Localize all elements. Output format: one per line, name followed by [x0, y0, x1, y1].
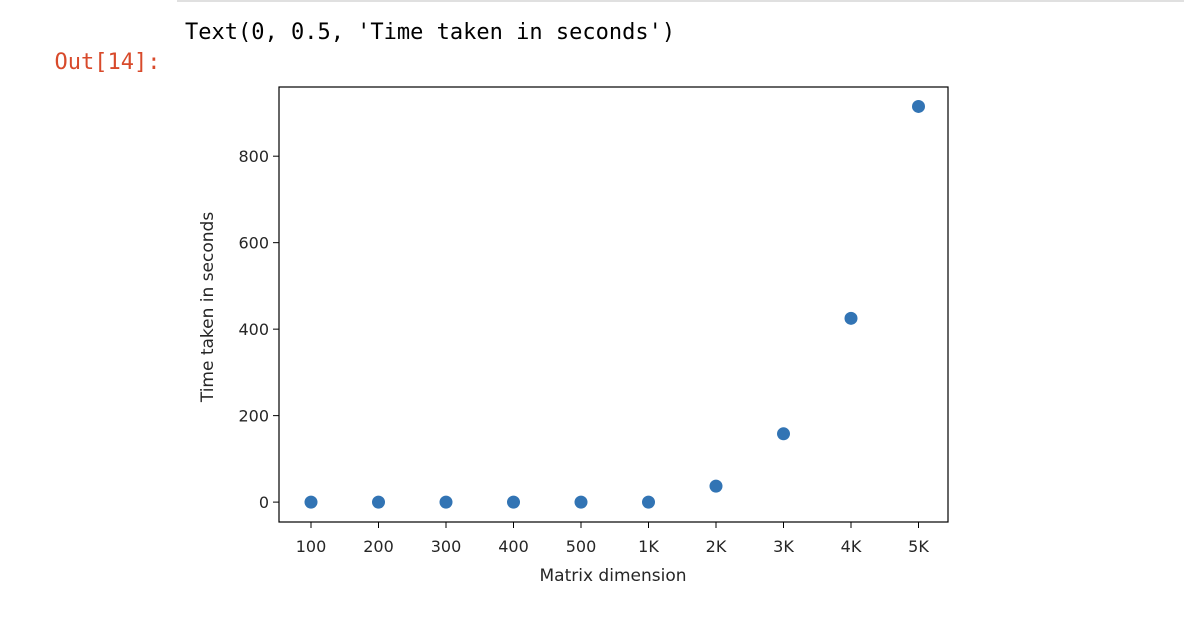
- x-tick-label: 5K: [908, 537, 929, 556]
- x-tick-label: 100: [296, 537, 327, 556]
- data-point: [304, 495, 318, 509]
- x-axis: 100 200 300 400 500 1K 2K 3K 4K 5K: [296, 522, 929, 556]
- x-tick-label: 4K: [841, 537, 862, 556]
- x-tick-label: 300: [431, 537, 462, 556]
- output-text: Text(0, 0.5, 'Time taken in seconds'): [185, 20, 676, 45]
- y-tick-label: 400: [238, 320, 269, 339]
- y-tick-label: 200: [238, 407, 269, 426]
- data-point: [709, 479, 723, 493]
- x-axis-label: Matrix dimension: [540, 566, 687, 586]
- y-axis: 0 200 400 600 800: [238, 147, 279, 512]
- x-tick-label: 200: [363, 537, 394, 556]
- x-tick-label: 3K: [773, 537, 794, 556]
- output-row: Out[14]: Text(0, 0.5, 'Time taken in sec…: [28, 18, 676, 108]
- y-tick-label: 600: [238, 234, 269, 253]
- data-point: [777, 427, 790, 441]
- y-tick-label: 0: [259, 493, 269, 512]
- data-point: [642, 495, 655, 509]
- data-point: [507, 495, 520, 509]
- data-point: [439, 495, 453, 509]
- cell-top-divider: [177, 0, 1184, 2]
- y-tick-label: 800: [238, 147, 269, 166]
- y-axis-label: Time taken in seconds: [198, 212, 218, 403]
- data-points: [304, 99, 925, 509]
- data-point: [574, 495, 588, 509]
- x-tick-label: 500: [566, 537, 597, 556]
- data-point: [372, 495, 385, 509]
- x-tick-label: 2K: [706, 537, 727, 556]
- x-tick-label: 1K: [638, 537, 659, 556]
- plot-area-frame: [278, 86, 949, 523]
- output-prompt: Out[14]:: [54, 50, 161, 75]
- x-tick-label: 400: [498, 537, 529, 556]
- data-point: [844, 311, 858, 325]
- data-point: [912, 99, 925, 113]
